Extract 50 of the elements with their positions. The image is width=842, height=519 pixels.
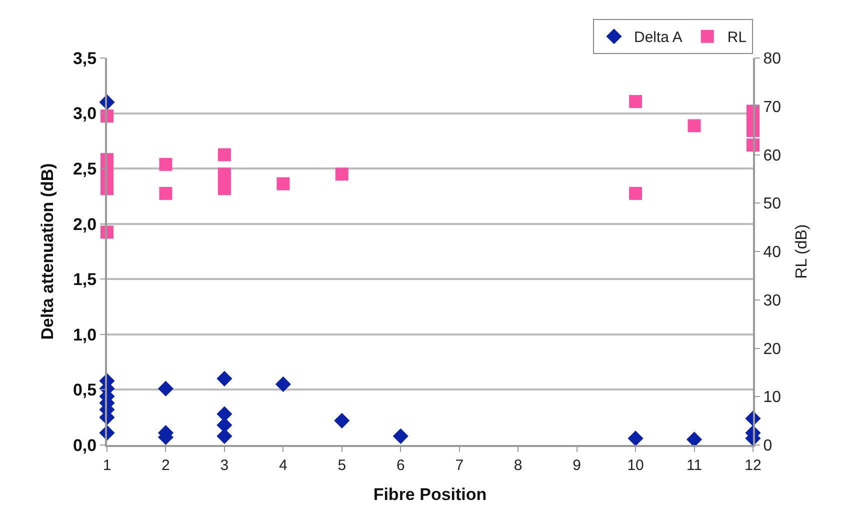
y2-axis-title: RL (dB) xyxy=(793,224,810,279)
y-tick-label: 3,5 xyxy=(72,48,97,68)
y-tick-label: 2,0 xyxy=(72,214,97,234)
y2-tick-label: 70 xyxy=(763,98,782,116)
legend-label: Delta A xyxy=(634,29,682,46)
point xyxy=(158,380,174,396)
x-tick-label: 10 xyxy=(627,457,644,474)
x-tick-label: 5 xyxy=(338,457,346,474)
y-tick-label: 2,5 xyxy=(72,160,97,179)
x-tick-label: 3 xyxy=(220,457,229,474)
y-tick-label: 0,0 xyxy=(72,436,97,455)
y-tick-label: 3,0 xyxy=(72,104,97,124)
y2-tick-label: 60 xyxy=(763,147,782,164)
y2-tick-label: 0 xyxy=(763,438,772,455)
y2-tick-label: 40 xyxy=(763,244,782,262)
point xyxy=(275,376,291,392)
point xyxy=(216,370,232,386)
y2-tick-label: 80 xyxy=(763,50,782,68)
x-tick-label: 8 xyxy=(514,457,522,474)
x-tick-label: 2 xyxy=(162,457,170,474)
y2-tick-label: 20 xyxy=(763,340,782,358)
x-tick-label: 9 xyxy=(572,457,581,474)
x-tick-label: 4 xyxy=(279,457,288,474)
point xyxy=(216,406,232,422)
y-axis-title: Delta attenuation (dB) xyxy=(38,163,58,340)
point xyxy=(335,168,348,181)
point xyxy=(218,148,231,162)
y-tick-label: 0,5 xyxy=(72,380,97,400)
y2-tick-label: 50 xyxy=(763,196,782,213)
y-tick-label: 1,5 xyxy=(72,270,97,290)
point xyxy=(392,428,408,444)
point xyxy=(688,119,701,132)
x-tick-label: 6 xyxy=(396,457,405,474)
point xyxy=(629,186,642,200)
y2-tick-label: 10 xyxy=(763,389,782,406)
x-tick-label: 1 xyxy=(102,457,112,474)
legend-label: RL xyxy=(727,29,747,46)
x-tick-label: 7 xyxy=(455,457,464,474)
y-tick-label: 1,0 xyxy=(72,325,97,344)
point xyxy=(159,158,172,171)
y2-tick-label: 30 xyxy=(763,292,782,310)
point xyxy=(628,430,644,446)
point xyxy=(159,186,172,200)
point xyxy=(276,177,290,190)
x-tick-label: 11 xyxy=(686,457,702,474)
point xyxy=(629,95,642,108)
point xyxy=(218,182,231,196)
x-axis-title: Fibre Position xyxy=(373,484,487,504)
x-tick-label: 12 xyxy=(744,457,762,474)
point xyxy=(334,412,350,428)
